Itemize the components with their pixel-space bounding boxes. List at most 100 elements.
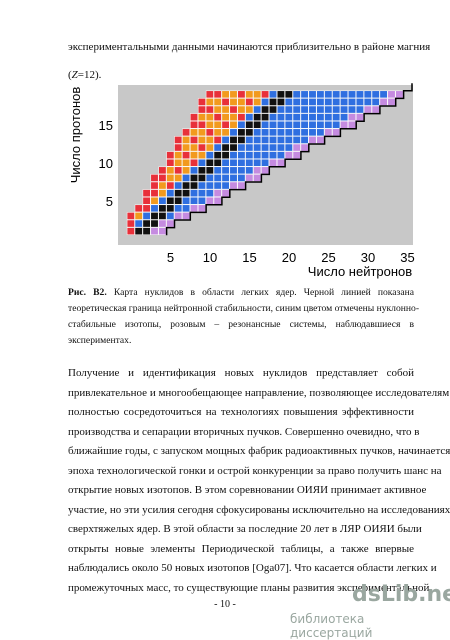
- nuclide-cell: [182, 151, 191, 159]
- nuclide-cell: [197, 98, 206, 106]
- nuclide-cell: [197, 136, 206, 144]
- nuclide-cell: [213, 113, 222, 121]
- nuclide-cell: [363, 105, 372, 114]
- nuclide-cell: [213, 98, 222, 106]
- nuclide-cell: [308, 136, 317, 144]
- nuclide-cell: [363, 90, 372, 99]
- nuclide-cell: [158, 166, 167, 175]
- nuclide-cell: [284, 151, 293, 159]
- nuclide-cell: [190, 136, 198, 144]
- nuclide-cell: [182, 174, 191, 182]
- nuclide-cell: [134, 204, 143, 213]
- nuclide-cell: [213, 128, 222, 137]
- nuclide-cell: [213, 151, 222, 159]
- nuclide-cell: [371, 105, 380, 114]
- nuclide-cell: [166, 181, 175, 190]
- drip-line: [165, 83, 413, 236]
- nuclide-cell: [292, 120, 301, 129]
- nuclide-cell: [221, 113, 230, 121]
- nuclide-cell: [245, 158, 254, 167]
- nuclide-cell: [292, 128, 301, 137]
- nuclide-cell: [276, 128, 285, 137]
- nuclide-cell: [229, 151, 238, 159]
- text-line: привлекательное и многообещающее направл…: [68, 386, 450, 399]
- nuclide-cell: [237, 158, 246, 167]
- nuclide-cell: [190, 128, 198, 137]
- nuclide-cell: [261, 128, 270, 137]
- nuclide-cell: [166, 166, 175, 175]
- nuclide-cell: [308, 90, 317, 99]
- nuclide-cell: [308, 105, 317, 114]
- nuclide-cell: [379, 90, 388, 99]
- nuclide-cell: [269, 136, 277, 144]
- nuclide-cell: [348, 90, 356, 99]
- text-line: ближайшие годы, с запуском мощных фабрик…: [68, 445, 450, 457]
- nuclide-cell: [316, 98, 325, 106]
- nuclide-cell: [363, 98, 372, 106]
- text-line: Получение и идентификация новых нуклидов…: [68, 367, 414, 379]
- nuclide-cell: [253, 120, 262, 129]
- nuclide-cell: [316, 120, 325, 129]
- nuclide-cell: [142, 212, 151, 220]
- nuclide-cell: [292, 98, 301, 106]
- nuclide-cell: [174, 143, 183, 152]
- watermark-logo: dsLib.net: [352, 582, 450, 607]
- nuclide-cell: [308, 113, 317, 121]
- nuclide-cell: [174, 181, 183, 190]
- nuclide-cell: [229, 143, 238, 152]
- nuclide-cell: [174, 174, 183, 182]
- nuclide-cell: [197, 143, 206, 152]
- nuclide-cell: [324, 113, 333, 121]
- nuclide-cell: [261, 120, 270, 129]
- nuclide-cell: [245, 151, 254, 159]
- nuclide-cell: [261, 98, 270, 106]
- nuclide-cell: [237, 166, 246, 175]
- nuclide-cell: [190, 181, 198, 190]
- nuclide-cell: [340, 90, 349, 99]
- nuclide-cell: [174, 204, 183, 213]
- nuclide-cell: [300, 90, 309, 99]
- nuclide-cell: [229, 113, 238, 121]
- nuclide-cell: [253, 98, 262, 106]
- nuclide-cell: [340, 105, 349, 114]
- nuclide-cell: [205, 98, 214, 106]
- nuclide-cell: [269, 90, 277, 99]
- nuclide-cell: [205, 158, 214, 167]
- nuclide-cell: [190, 166, 198, 175]
- nuclide-cell: [158, 212, 167, 220]
- nuclide-cell: [371, 90, 380, 99]
- x-tick-label: 35: [400, 250, 414, 265]
- nuclide-cell: [324, 120, 333, 129]
- text: Z: [71, 69, 78, 81]
- nuclide-cell: [166, 219, 175, 228]
- text-line: промежуточных масс, то существующие план…: [68, 581, 430, 594]
- nuclide-cell: [355, 90, 364, 99]
- nuclide-cell: [316, 113, 325, 121]
- nuclide-cell: [387, 90, 396, 99]
- page-number: - 10 -: [214, 599, 236, 610]
- nuclide-cell: [276, 90, 285, 99]
- nuclide-cell: [269, 113, 277, 121]
- nuclide-cell: [150, 204, 159, 213]
- text-line: открыты новые элементы Периодической таб…: [68, 542, 414, 555]
- nuclide-cell: [261, 143, 270, 152]
- nuclide-cell: [245, 136, 254, 144]
- nuclide-cell: [197, 196, 206, 205]
- nuclide-cell: [142, 204, 151, 213]
- nuclide-cell: [174, 166, 183, 175]
- nuclide-cell: [261, 113, 270, 121]
- nuclide-cell: [190, 174, 198, 182]
- nuclide-cell: [387, 98, 396, 106]
- watermark-subtitle: библиотека диссертаций: [290, 612, 373, 640]
- nuclide-cell: [126, 212, 135, 220]
- nuclide-cell: [197, 151, 206, 159]
- nuclide-cell: [150, 219, 159, 228]
- nuclide-cell: [213, 136, 222, 144]
- nuclide-cell: [300, 113, 309, 121]
- nuclide-cell: [245, 120, 254, 129]
- nuclide-cell: [237, 98, 246, 106]
- nuclide-cell: [284, 143, 293, 152]
- nuclide-cell: [300, 136, 309, 144]
- nuclide-cell: [245, 174, 254, 182]
